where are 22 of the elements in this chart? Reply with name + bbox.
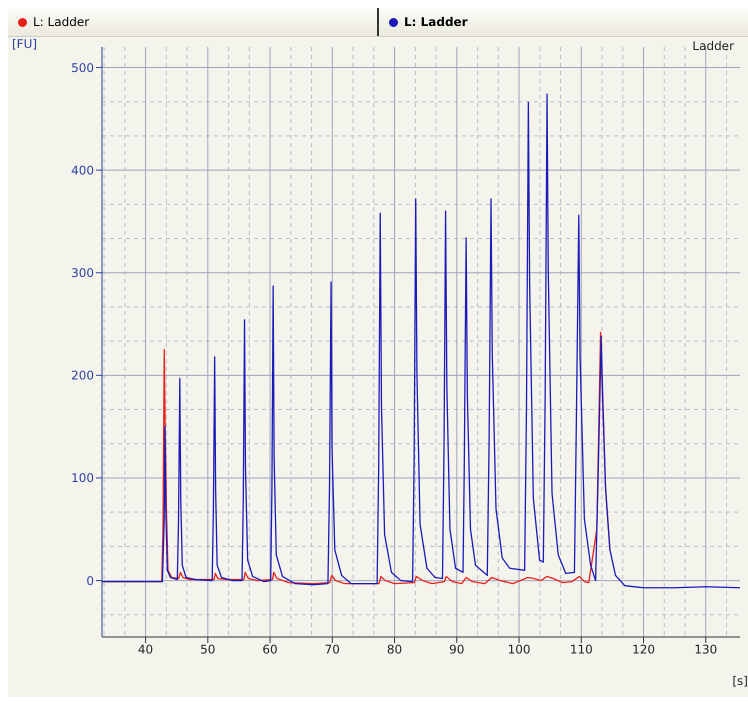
line-series [102,94,740,588]
y-tick-label: 300 [71,266,94,280]
x-tick-label: 130 [694,642,718,657]
x-tick-label: 40 [138,642,154,657]
y-tick-label: 400 [71,163,94,178]
y-tick-label: 500 [71,60,94,75]
legend-label: L: Ladder [32,14,90,31]
x-tick-label: 110 [570,642,593,657]
x-tick-label: 90 [449,642,464,657]
x-axis-title: [s] [732,674,748,688]
y-tick-label: 100 [71,471,94,486]
x-tick-label: 80 [386,642,402,657]
y-tick-label: 200 [71,368,94,383]
x-tick-label: 60 [262,642,278,657]
x-tick-label: 100 [508,642,530,657]
y-tick-label: 0 [86,574,94,588]
x-tick-label: 70 [324,642,340,657]
x-tick-label: 50 [200,642,216,657]
legend-label: L: Ladder [377,8,748,36]
x-tick-label: 120 [632,642,655,657]
chart-title: Ladder [692,39,734,53]
y-axis-title: [FU] [12,37,38,51]
